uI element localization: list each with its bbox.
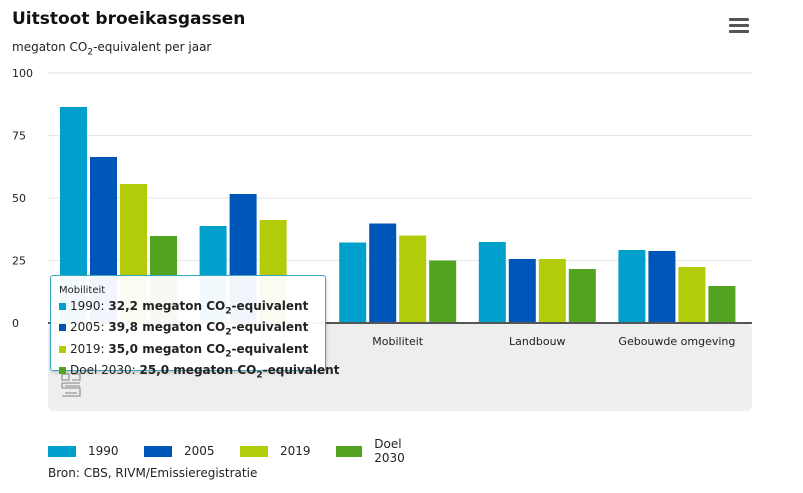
legend-item-2019[interactable]: 2019 — [240, 437, 336, 465]
bar-doel-2030[interactable] — [708, 286, 736, 323]
y-tick-label: 50 — [12, 192, 26, 205]
bar-2019[interactable] — [399, 235, 427, 324]
legend: 1990 2005 2019 Doel 2030 — [48, 437, 432, 465]
bar-1990[interactable] — [478, 242, 506, 323]
bar-2005[interactable] — [648, 251, 676, 323]
legend-item-1990[interactable]: 1990 — [48, 437, 144, 465]
y-tick-label: 100 — [12, 67, 33, 80]
tooltip: Mobiliteit 1990: 32,2 megaton CO2-equiva… — [50, 275, 339, 381]
bar-doel-2030[interactable] — [568, 269, 596, 323]
tooltip-swatch — [59, 324, 66, 332]
bar-2019[interactable] — [678, 267, 706, 323]
bar-1990[interactable] — [339, 242, 367, 324]
tooltip-swatch — [59, 367, 66, 375]
bar-1990[interactable] — [618, 250, 646, 323]
legend-swatch — [336, 445, 363, 457]
tooltip-swatch — [59, 345, 66, 353]
bar-2019[interactable] — [538, 259, 566, 323]
chart-subtitle: megaton CO2-equivalent per jaar — [12, 40, 212, 58]
bar-2005[interactable] — [369, 223, 397, 324]
source-note: Bron: CBS, RIVM/Emissieregistratie — [48, 466, 258, 480]
bar-doel-2030[interactable] — [429, 260, 457, 324]
tooltip-row: Doel 2030: 25,0 megaton CO2-equivalent — [59, 362, 339, 383]
x-category-label: Gebouwde omgeving — [618, 335, 735, 348]
chart-title: Uitstoot broeikasgassen — [12, 9, 246, 29]
tooltip-heading: Mobiliteit — [59, 285, 106, 296]
tooltip-row: 1990: 32,2 megaton CO2-equivalent — [59, 298, 317, 319]
cbs-logo — [61, 373, 81, 397]
bar-2005[interactable] — [508, 259, 536, 323]
legend-item-2005[interactable]: 2005 — [144, 437, 240, 465]
y-tick-label: 0 — [12, 317, 19, 330]
tooltip-swatch — [59, 303, 66, 310]
tooltip-row: 2005: 39,8 megaton CO2-equivalent — [59, 319, 317, 340]
hamburger-menu-icon[interactable] — [729, 18, 749, 36]
legend-swatch — [48, 445, 76, 457]
legend-swatch — [240, 445, 268, 457]
x-category-label: Mobiliteit — [372, 335, 424, 348]
y-tick-label: 75 — [12, 130, 26, 143]
tooltip-row: 2019: 35,0 megaton CO2-equivalent — [59, 341, 317, 362]
y-tick-label: 25 — [12, 255, 26, 268]
legend-item-doel-2030[interactable]: Doel 2030 — [336, 437, 432, 465]
legend-swatch — [144, 445, 172, 457]
x-category-label: Landbouw — [509, 335, 566, 348]
